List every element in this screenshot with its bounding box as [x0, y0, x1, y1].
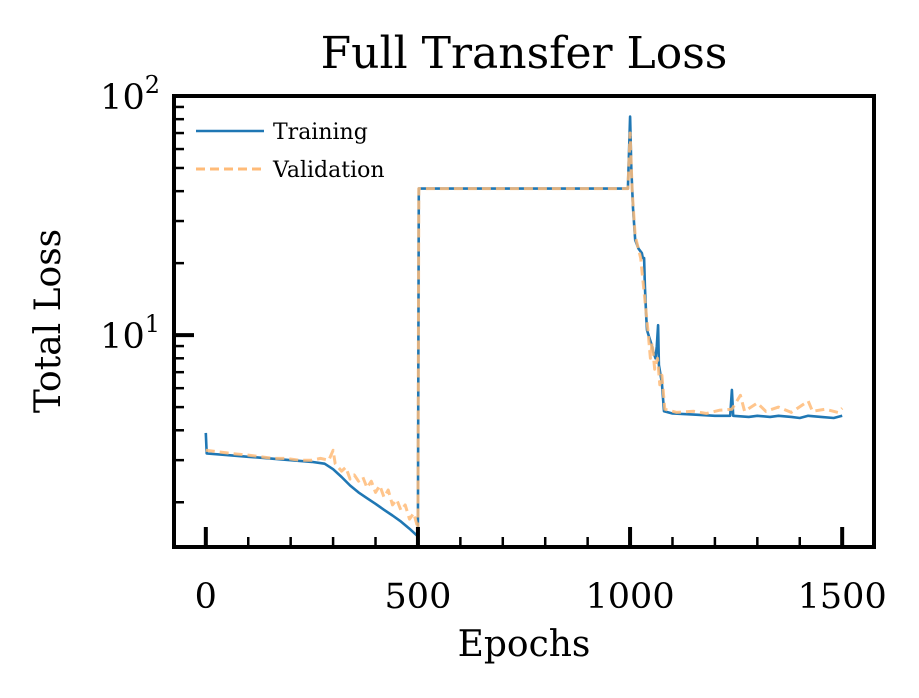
legend: Training Validation: [196, 120, 385, 183]
legend-label-training: Training: [273, 120, 368, 145]
series-line-training: [204, 115, 843, 540]
legend-label-validation: Validation: [272, 158, 385, 183]
x-tick-label: 1500: [798, 577, 887, 617]
x-tick-label: 500: [385, 577, 452, 617]
series-lines: [204, 115, 844, 540]
chart-title: Full Transfer Loss: [321, 28, 728, 79]
y-tick-label: 102: [100, 71, 160, 118]
y-tick-label: 101: [100, 310, 160, 357]
y-axis-label: Total Loss: [28, 229, 69, 413]
x-axis-label: Epochs: [458, 624, 591, 665]
x-tick-label: 0: [195, 577, 217, 617]
plot-frame: [172, 94, 876, 549]
axis-ticks: 0 500 1000 1500 101 102: [100, 71, 887, 617]
series-line-validation: [205, 131, 844, 540]
x-tick-label: 1000: [586, 577, 675, 617]
